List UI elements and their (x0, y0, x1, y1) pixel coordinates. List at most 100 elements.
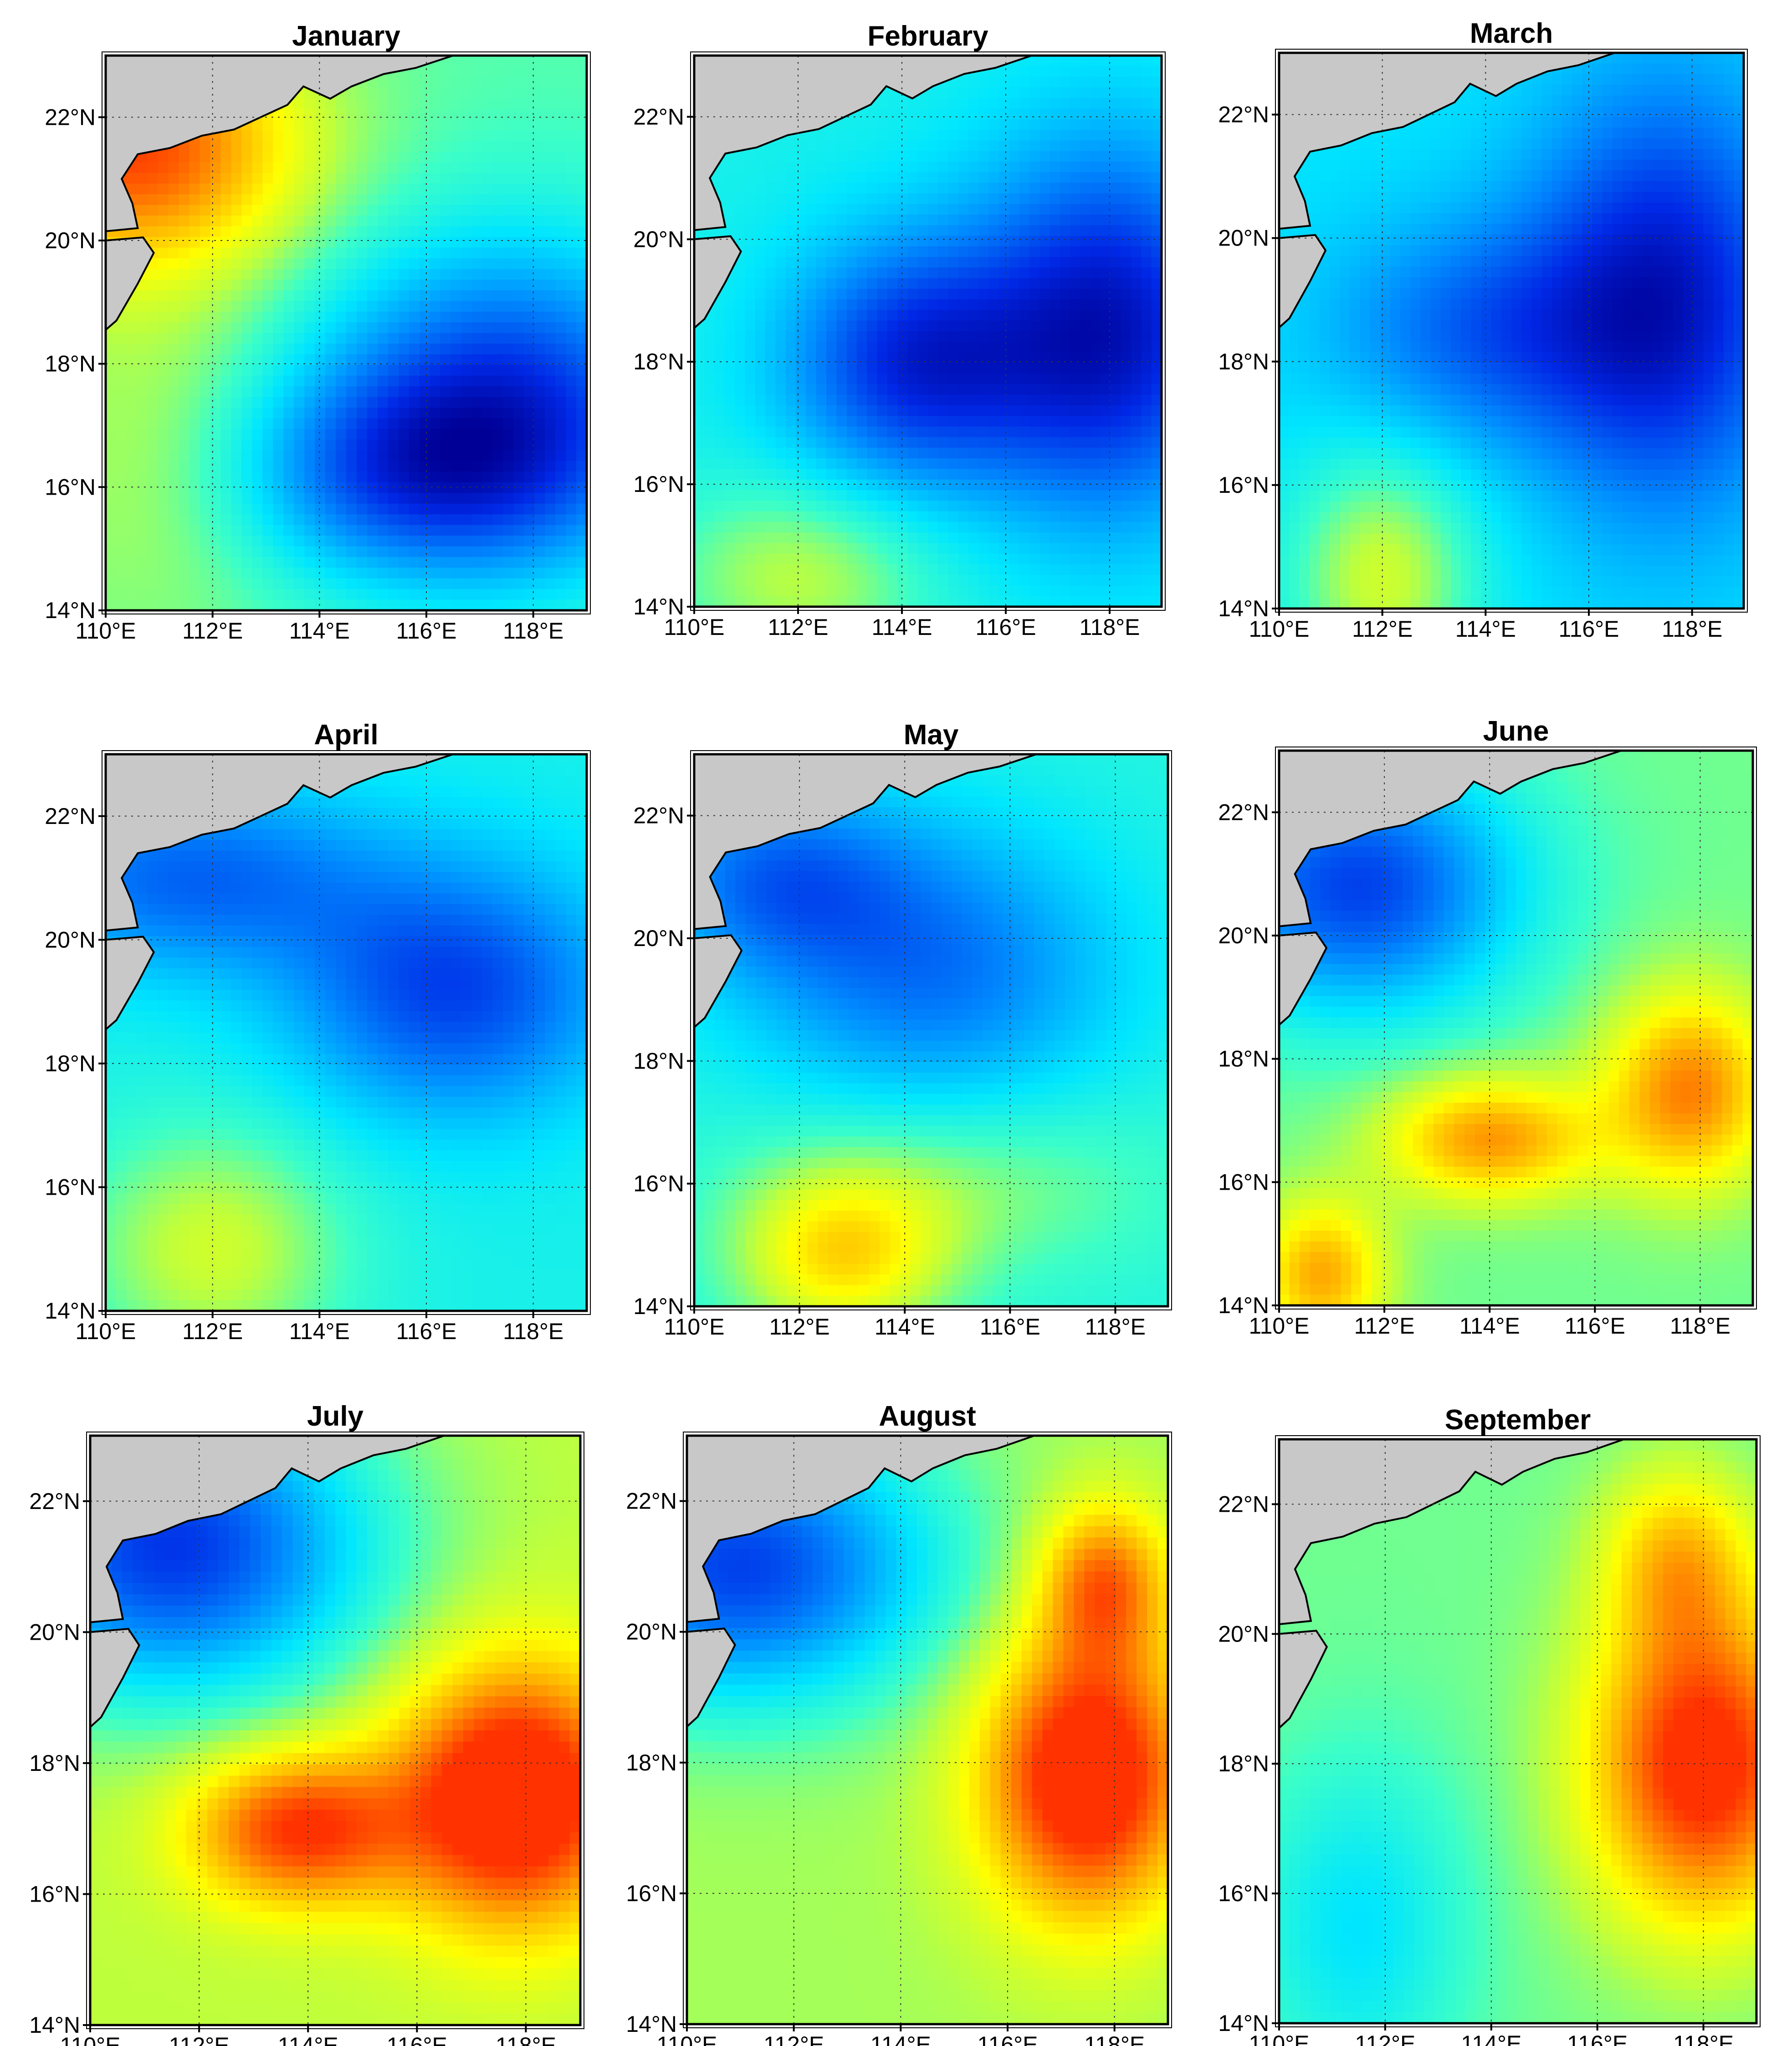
lat-tick-label: 18°N (1218, 1751, 1269, 1776)
map-panel-march: March 110°E 112°E 114°E 116°E 118°E 22°N 20°N 18… (1218, 18, 1748, 642)
lat-tick-label: 14°N (633, 1294, 684, 1319)
lat-tick-label: 18°N (29, 1750, 80, 1776)
map-frame (693, 753, 1169, 1308)
lat-tick-label: 16°N (45, 474, 96, 500)
lon-tick-label: 116°E (396, 1319, 456, 1344)
lon-tick-label: 114°E (1455, 616, 1516, 642)
lat-tick-label: 22°N (45, 803, 96, 829)
lat-tick-label: 16°N (626, 1881, 677, 1906)
lon-tick-label: 114°E (871, 614, 932, 640)
lat-tick-label: 18°N (1218, 349, 1269, 374)
panel-title: January (292, 20, 400, 52)
lon-tick-label: 112°E (1355, 2031, 1415, 2046)
lon-tick-label: 112°E (182, 618, 243, 644)
lon-tick-label: 118°E (503, 618, 563, 644)
lat-tick-label: 20°N (1218, 923, 1269, 948)
map-frame-outer (683, 1432, 1172, 2028)
lon-tick-label: 118°E (1662, 616, 1722, 642)
lat-tick-label: 22°N (29, 1488, 80, 1514)
map-frame-outer (86, 1432, 584, 2029)
map-panel-may: May 110°E 112°E 114°E 116°E 118°E 22°N 20°N 18°N… (633, 719, 1172, 1340)
map-panel-april: April 110°E 112°E 114°E 116°E 118°E 22°N 20°N 18… (45, 719, 591, 1344)
panel-title: February (867, 20, 988, 52)
lon-tick-label: 118°E (1673, 2031, 1734, 2046)
mainland-china (693, 753, 1168, 931)
lat-tick-label: 16°N (1218, 1881, 1269, 1906)
lon-tick-label: 116°E (975, 614, 1036, 640)
lon-tick-label: 114°E (289, 1319, 350, 1344)
lat-tick-label: 20°N (633, 226, 684, 252)
map-frame (693, 54, 1163, 608)
map-frame (686, 1434, 1169, 2026)
lon-tick-label: 112°E (1354, 1313, 1415, 1339)
panel-title: May (904, 719, 959, 751)
lat-tick-label: 14°N (45, 1298, 96, 1324)
map-panel-february: February 110°E 112°E 114°E 116°E 118°E 22°N 20°… (633, 20, 1166, 640)
lon-tick-label: 118°E (1084, 2032, 1145, 2046)
map-frame-outer (102, 750, 591, 1315)
map-frame (1278, 51, 1745, 610)
map-frame-outer (1275, 49, 1748, 613)
lon-tick-label: 110°E (1249, 1313, 1309, 1339)
lon-tick-label: 112°E (169, 2033, 230, 2046)
field-raster (1279, 1439, 1757, 2024)
lat-tick-label: 16°N (45, 1174, 96, 1200)
panel-title: June (1483, 716, 1549, 747)
map-frame-outer (1275, 747, 1757, 1309)
lat-tick-label: 20°N (633, 926, 684, 951)
mainland-china (89, 1435, 580, 1624)
lat-tick-label: 18°N (633, 1048, 684, 1074)
map-frame (104, 54, 588, 612)
lon-tick-label: 114°E (278, 2033, 338, 2046)
lon-tick-label: 114°E (1461, 2031, 1521, 2046)
field-raster (1279, 751, 1753, 1306)
mainland-china (105, 55, 587, 232)
lat-tick-label: 18°N (45, 351, 96, 377)
lat-tick-label: 14°N (29, 2012, 80, 2038)
lon-tick-label: 112°E (769, 1314, 830, 1340)
field-raster (106, 56, 587, 611)
lat-tick-label: 18°N (626, 1750, 677, 1775)
lon-tick-label: 116°E (977, 2032, 1038, 2046)
lat-tick-label: 14°N (1218, 1293, 1269, 1318)
lat-tick-label: 22°N (1218, 102, 1269, 128)
lon-tick-label: 118°E (503, 1319, 563, 1344)
lat-tick-label: 14°N (45, 598, 96, 623)
lat-tick-label: 22°N (1218, 1491, 1269, 1517)
lon-tick-label: 110°E (60, 2033, 120, 2046)
lon-tick-label: 114°E (289, 618, 350, 644)
lat-tick-label: 18°N (45, 1051, 96, 1076)
map-panel-july: July 110°E 112°E 114°E 116°E 118°E 22°N 20°N 18°… (29, 1401, 584, 2046)
lat-tick-label: 20°N (45, 927, 96, 952)
lat-tick-label: 16°N (1218, 472, 1269, 498)
map-frame-outer (102, 51, 591, 614)
lon-tick-label: 116°E (1565, 1313, 1625, 1339)
lon-tick-label: 110°E (664, 1314, 724, 1340)
mainland-china (1278, 750, 1753, 927)
lon-tick-label: 118°E (1085, 1314, 1146, 1340)
lat-tick-label: 14°N (1218, 2010, 1269, 2036)
map-frame (104, 753, 588, 1312)
panel-title: August (879, 1401, 976, 1432)
map-panel-august: August 110°E 112°E 114°E 116°E 118°E 22°N 20°N 1… (626, 1401, 1172, 2046)
lon-tick-label: 116°E (387, 2033, 447, 2046)
map-frame-outer (690, 51, 1166, 611)
lat-tick-label: 22°N (626, 1488, 677, 1514)
lon-tick-label: 110°E (656, 2032, 717, 2046)
lat-tick-label: 14°N (633, 594, 684, 619)
lat-tick-label: 14°N (1218, 596, 1269, 621)
lon-tick-label: 118°E (1079, 614, 1140, 640)
panel-title: April (314, 719, 378, 751)
lon-tick-label: 112°E (1352, 616, 1413, 642)
mainland-china (105, 753, 587, 932)
mainland-china (686, 1435, 1168, 1623)
lon-tick-label: 118°E (496, 2033, 556, 2046)
lat-tick-label: 22°N (45, 104, 96, 130)
lat-tick-label: 14°N (626, 2011, 677, 2037)
lat-tick-label: 20°N (1218, 1621, 1269, 1647)
lon-tick-label: 112°E (768, 614, 828, 640)
lon-tick-label: 116°E (980, 1314, 1040, 1340)
lon-tick-label: 114°E (870, 2032, 931, 2046)
lat-tick-label: 16°N (633, 1171, 684, 1197)
lat-tick-label: 20°N (29, 1619, 80, 1645)
